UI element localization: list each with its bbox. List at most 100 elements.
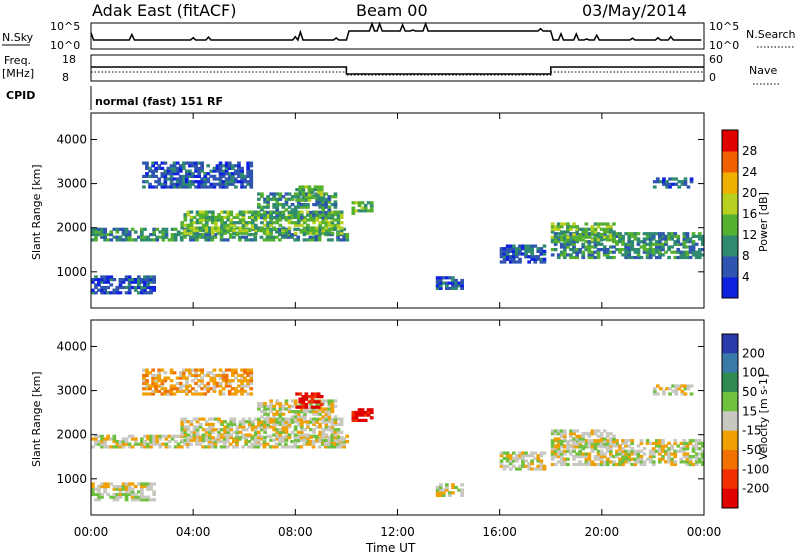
heatmap-cell bbox=[160, 368, 165, 372]
heatmap-cell bbox=[318, 433, 322, 437]
heatmap-cell bbox=[316, 195, 321, 200]
heatmap-cell bbox=[609, 245, 613, 249]
heatmap-cell bbox=[145, 180, 149, 184]
heatmap-cell bbox=[240, 174, 244, 178]
heatmap-cell bbox=[112, 440, 117, 444]
heatmap-cell bbox=[201, 223, 206, 227]
heatmap-cell bbox=[124, 230, 129, 234]
heatmap-cell bbox=[330, 433, 335, 437]
heatmap-cell bbox=[124, 238, 129, 242]
heatmap-cell bbox=[360, 413, 365, 417]
heatmap-cell bbox=[298, 190, 303, 194]
heatmap-cell bbox=[518, 249, 522, 253]
heatmap-cell bbox=[612, 440, 616, 444]
heatmap-cell bbox=[550, 253, 555, 257]
heatmap-cell bbox=[563, 439, 567, 443]
heatmap-cell bbox=[312, 231, 316, 235]
heatmap-cell bbox=[175, 182, 180, 186]
heatmap-cell bbox=[566, 457, 570, 461]
heatmap-cell bbox=[290, 404, 295, 408]
heatmap-cell bbox=[550, 452, 555, 456]
heatmap-cell bbox=[201, 215, 206, 219]
heatmap-cell bbox=[206, 389, 211, 393]
heatmap-cell bbox=[127, 233, 132, 237]
heatmap-cell bbox=[550, 432, 555, 436]
heatmap-cell bbox=[596, 457, 601, 461]
heatmap-cell bbox=[154, 379, 158, 383]
heatmap-cell bbox=[160, 387, 165, 391]
heatmap-cell bbox=[460, 493, 464, 497]
heatmap-cell bbox=[624, 457, 628, 461]
heatmap-cell bbox=[247, 440, 251, 444]
heatmap-cell bbox=[130, 490, 135, 494]
heatmap-cell bbox=[269, 420, 273, 424]
heatmap-cell bbox=[127, 291, 132, 295]
heatmap-cell bbox=[599, 449, 604, 453]
heatmap-cell bbox=[287, 192, 292, 196]
heatmap-cell bbox=[553, 445, 558, 449]
heatmap-cell bbox=[296, 213, 301, 217]
heatmap-cell bbox=[191, 387, 195, 391]
heatmap-cell bbox=[152, 230, 156, 234]
heatmap-cell bbox=[217, 226, 221, 230]
heatmap-cell bbox=[686, 384, 691, 388]
heatmap-cell bbox=[339, 215, 344, 219]
heatmap-cell bbox=[673, 452, 678, 456]
heatmap-cell bbox=[103, 291, 107, 295]
heatmap-cell bbox=[278, 422, 283, 426]
heatmap-cell bbox=[505, 464, 510, 468]
heatmap-cell bbox=[700, 237, 705, 241]
heatmap-cell bbox=[272, 438, 276, 442]
heatmap-cell bbox=[203, 180, 208, 184]
heatmap-cell bbox=[550, 440, 555, 444]
heatmap-cell bbox=[454, 485, 458, 490]
heatmap-cell bbox=[572, 455, 576, 459]
heatmap-cell bbox=[330, 425, 335, 429]
heatmap-cell bbox=[109, 230, 114, 234]
heatmap-cell bbox=[240, 182, 244, 186]
power-colorbar-label: Power [dB] bbox=[757, 192, 770, 252]
heatmap-cell bbox=[231, 371, 235, 375]
heatmap-cell bbox=[231, 180, 235, 184]
heatmap-cell bbox=[209, 185, 214, 189]
heatmap-cell bbox=[302, 238, 307, 242]
heatmap-cell bbox=[590, 445, 595, 449]
heatmap-cell bbox=[618, 457, 622, 461]
heatmap-cell bbox=[112, 492, 117, 497]
heatmap-cell bbox=[127, 490, 132, 494]
heatmap-cell bbox=[157, 379, 162, 383]
heatmap-cell bbox=[306, 218, 310, 222]
heatmap-cell bbox=[208, 226, 212, 230]
heatmap-cell bbox=[145, 379, 149, 383]
heatmap-cell bbox=[163, 177, 168, 181]
heatmap-cell bbox=[179, 238, 184, 242]
heatmap-cell bbox=[569, 253, 573, 257]
heatmap-cell bbox=[140, 235, 144, 239]
heatmap-cell bbox=[259, 434, 264, 438]
heatmap-cell bbox=[563, 248, 567, 252]
heatmap-cell bbox=[259, 442, 264, 446]
heatmap-cell bbox=[587, 452, 592, 456]
heatmap-cell bbox=[590, 233, 595, 237]
heatmap-cell bbox=[301, 195, 306, 200]
heatmap-cell bbox=[369, 206, 374, 210]
heatmap-cell bbox=[211, 210, 215, 214]
heatmap-cell bbox=[563, 437, 567, 441]
heatmap-cell bbox=[572, 240, 576, 244]
heatmap-cell bbox=[250, 445, 255, 449]
heatmap-cell bbox=[664, 452, 668, 456]
heatmap-cell bbox=[118, 495, 123, 499]
heatmap-cell bbox=[321, 417, 326, 422]
heatmap-cell bbox=[305, 437, 310, 441]
colorbar-tick-label: 16 bbox=[742, 207, 757, 221]
heatmap-cell bbox=[694, 439, 699, 443]
heatmap-cell bbox=[670, 462, 674, 467]
heatmap-cell bbox=[333, 430, 338, 434]
heatmap-cell bbox=[515, 467, 519, 471]
heatmap-cell bbox=[317, 235, 322, 239]
heatmap-cell bbox=[581, 234, 586, 238]
heatmap-cell bbox=[521, 454, 525, 458]
heatmap-cell bbox=[303, 415, 307, 419]
heatmap-cell bbox=[664, 234, 668, 238]
heatmap-cell bbox=[200, 177, 204, 181]
